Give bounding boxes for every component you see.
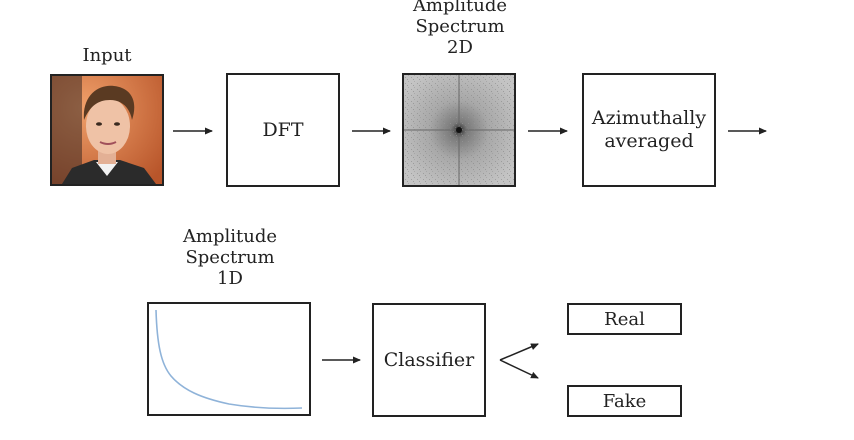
- amplitude-spectrum-1d-curve-icon: [147, 302, 311, 416]
- amplitude-spectrum-2d-label: Amplitude Spectrum 2D: [395, 0, 525, 58]
- amplitude-spectrum-1d-label: Amplitude Spectrum 1D: [165, 226, 295, 289]
- real-label: Real: [604, 308, 645, 330]
- azimuthal-line-1: Azimuthally: [591, 107, 707, 129]
- branch-arrow-real-icon: [499, 343, 539, 361]
- amplitude-2d-line-1: Amplitude: [412, 0, 508, 16]
- face-photo-icon: [50, 74, 164, 186]
- real-box: Real: [567, 303, 682, 335]
- dft-box: DFT: [226, 73, 340, 187]
- amplitude-2d-line-3: 2D: [447, 37, 473, 58]
- azimuthal-line-2: averaged: [604, 130, 694, 152]
- classifier-label: Classifier: [383, 348, 475, 371]
- amplitude-spectrum-2d-icon: [402, 73, 516, 187]
- amplitude-1d-line-3: 1D: [217, 268, 243, 289]
- dft-label: DFT: [262, 118, 304, 141]
- amplitude-1d-line-1: Amplitude: [182, 226, 278, 247]
- input-label: Input: [82, 45, 132, 66]
- azimuthal-average-box: Azimuthally averaged: [582, 73, 716, 187]
- branch-arrow-fake-icon: [499, 359, 539, 379]
- amplitude-1d-line-2: Spectrum: [185, 247, 275, 268]
- fake-label: Fake: [602, 390, 647, 412]
- classifier-box: Classifier: [372, 303, 486, 417]
- fake-box: Fake: [567, 385, 682, 417]
- amplitude-2d-line-2: Spectrum: [415, 16, 505, 37]
